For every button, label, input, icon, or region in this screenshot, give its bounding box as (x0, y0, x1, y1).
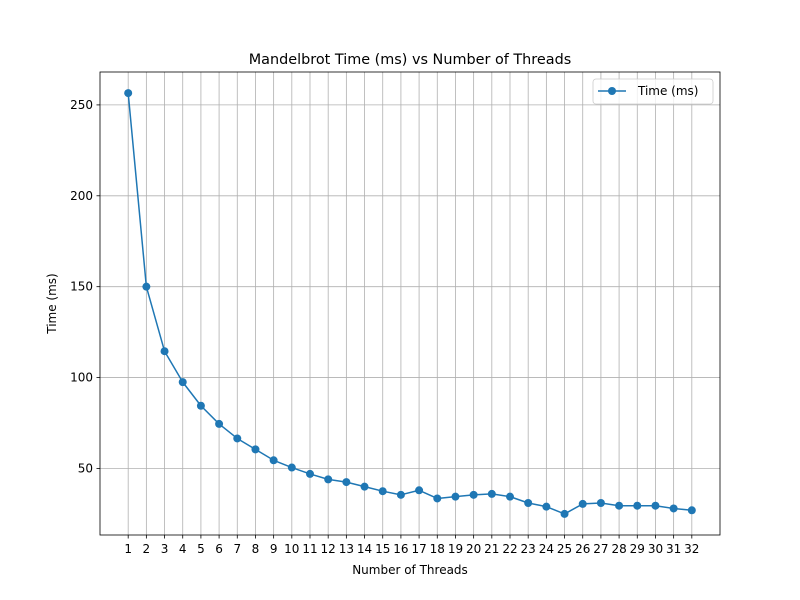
x-tick-label: 18 (430, 542, 445, 556)
data-point (306, 469, 314, 478)
x-tick-label: 1 (124, 542, 132, 556)
plot-area-frame (99, 71, 721, 536)
data-point (160, 347, 169, 356)
data-point (669, 504, 678, 513)
y-axis-label: Time (ms) (45, 273, 59, 335)
x-tick-label: 21 (484, 542, 499, 556)
x-tick-label: 20 (466, 542, 481, 556)
x-tick-label: 19 (448, 542, 463, 556)
legend-box (592, 78, 714, 105)
data-point (560, 509, 569, 518)
x-tick-label: 12 (321, 542, 336, 556)
y-tick-label: 250 (70, 98, 93, 112)
x-tick-label: 2 (143, 542, 151, 556)
data-point (542, 502, 551, 511)
data-point (687, 506, 696, 515)
data-point (124, 89, 133, 98)
chart-title: Mandelbrot Time (ms) vs Number of Thread… (249, 52, 571, 68)
x-tick-label: 5 (197, 542, 205, 556)
series-time-ms (124, 89, 696, 518)
data-point (269, 456, 278, 465)
y-axis: 50 100 150 200 250 (70, 98, 100, 475)
data-point (433, 494, 442, 503)
x-tick-label: 26 (575, 542, 590, 556)
x-tick-label: 16 (393, 542, 408, 556)
data-point (396, 490, 405, 499)
x-tick-label: 14 (357, 542, 372, 556)
x-tick-label: 28 (611, 542, 626, 556)
data-point (215, 419, 224, 428)
series-line (127, 93, 692, 515)
y-tick-label: 150 (70, 280, 93, 294)
x-tick-label: 25 (557, 542, 572, 556)
data-point (469, 490, 478, 499)
data-point (342, 478, 351, 487)
legend-marker-swatch (608, 87, 616, 95)
x-tick-label: 10 (284, 542, 299, 556)
x-tick-label: 6 (215, 542, 223, 556)
data-point (506, 492, 514, 501)
y-tick-label: 100 (70, 371, 93, 385)
x-tick-label: 29 (630, 542, 645, 556)
data-point (178, 378, 187, 387)
data-point (287, 463, 296, 472)
data-point (578, 499, 587, 508)
x-tick-label: 4 (179, 542, 187, 556)
legend-label: Time (ms) (637, 84, 699, 98)
x-tick-label: 11 (302, 542, 317, 556)
data-point (651, 501, 660, 510)
x-tick-label: 23 (521, 542, 536, 556)
data-point (196, 401, 205, 410)
x-tick-label: 7 (233, 542, 241, 556)
x-tick-label: 3 (161, 542, 169, 556)
x-tick-label: 32 (684, 542, 699, 556)
x-tick-label: 8 (252, 542, 260, 556)
x-tick-label: 31 (666, 542, 681, 556)
data-point (524, 499, 533, 508)
legend: Time (ms) (592, 78, 714, 105)
x-tick-label: 17 (411, 542, 426, 556)
data-point (487, 489, 496, 498)
data-point (415, 486, 424, 495)
data-point (251, 445, 260, 454)
data-point (615, 501, 624, 510)
data-point (378, 487, 387, 496)
data-point (451, 492, 460, 501)
grid (100, 72, 720, 535)
x-axis-label: Number of Threads (352, 563, 468, 577)
x-tick-label: 27 (593, 542, 608, 556)
data-point (596, 499, 605, 508)
x-tick-label: 30 (648, 542, 663, 556)
x-tick-label: 13 (339, 542, 354, 556)
x-axis: 1 2 3 4 5 6 7 8 9 10 11 12 13 14 15 16 17 18 19 20 21 22 23 24 2… (124, 535, 699, 556)
data-point (360, 482, 369, 491)
x-tick-label: 9 (270, 542, 278, 556)
x-tick-label: 24 (539, 542, 554, 556)
y-tick-label: 200 (70, 189, 93, 203)
data-point (142, 282, 151, 291)
data-point (324, 475, 333, 484)
y-tick-label: 50 (78, 461, 93, 475)
data-point (633, 501, 642, 510)
data-point (233, 434, 242, 443)
x-tick-label: 22 (502, 542, 517, 556)
x-tick-label: 15 (375, 542, 390, 556)
